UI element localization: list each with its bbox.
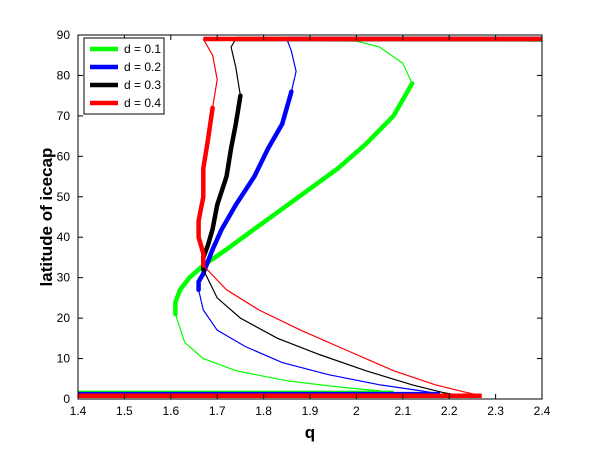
series-4 <box>78 36 542 399</box>
y-tick-label: 30 <box>57 271 71 285</box>
x-tick-label: 2.1 <box>394 404 411 418</box>
x-tick-label: 1.6 <box>162 404 179 418</box>
y-tick-label: 0 <box>63 392 70 406</box>
x-tick-label: 1.4 <box>70 404 87 418</box>
legend-label: d = 0.3 <box>124 78 161 92</box>
legend-entry: d = 0.2 <box>90 60 161 74</box>
series-3-unstable-lower-branch <box>202 269 464 397</box>
series-1-stable-branch <box>173 81 415 317</box>
series-4-unstable-lower-branch <box>202 265 482 397</box>
series-1-unstable-lower-branch <box>174 313 394 394</box>
y-tick-label: 70 <box>57 109 71 123</box>
y-axis-label: latitude of icecap <box>37 148 56 287</box>
series-4-stable-branch <box>196 105 215 268</box>
x-axis-label: q <box>305 423 315 442</box>
series-2-unstable-upper-branch <box>286 38 297 92</box>
x-tick-label: 2.4 <box>534 404 551 418</box>
x-tick-label: 1.9 <box>302 404 319 418</box>
y-tick-label: 60 <box>57 149 71 163</box>
legend-entry: d = 0.3 <box>90 78 161 92</box>
x-tick-label: 2.2 <box>441 404 458 418</box>
x-tick-label: 2.3 <box>487 404 504 418</box>
y-tick-label: 50 <box>57 190 71 204</box>
x-tick-label: 1.7 <box>209 404 226 418</box>
x-tick-label: 1.5 <box>116 404 133 418</box>
legend-entry: d = 0.4 <box>90 96 161 110</box>
y-tick-label: 10 <box>57 352 71 366</box>
legend-label: d = 0.2 <box>124 60 161 74</box>
x-tick-label: 2 <box>353 404 360 418</box>
series-4-unstable-upper-branch <box>202 38 218 108</box>
y-tick-label: 40 <box>57 230 71 244</box>
legend-label: d = 0.4 <box>124 96 161 110</box>
series-1-unstable-upper-branch <box>231 38 543 84</box>
series-3-unstable-upper-branch <box>230 38 241 96</box>
x-tick-label: 1.8 <box>255 404 272 418</box>
y-tick-label: 90 <box>57 28 71 42</box>
y-tick-label: 20 <box>57 311 71 325</box>
y-tick-label: 80 <box>57 68 71 82</box>
legend-entry: d = 0.1 <box>90 42 161 56</box>
series-2-unstable-lower-branch <box>198 289 441 395</box>
legend-label: d = 0.1 <box>124 42 161 56</box>
series-2-stable-branch <box>196 89 294 293</box>
